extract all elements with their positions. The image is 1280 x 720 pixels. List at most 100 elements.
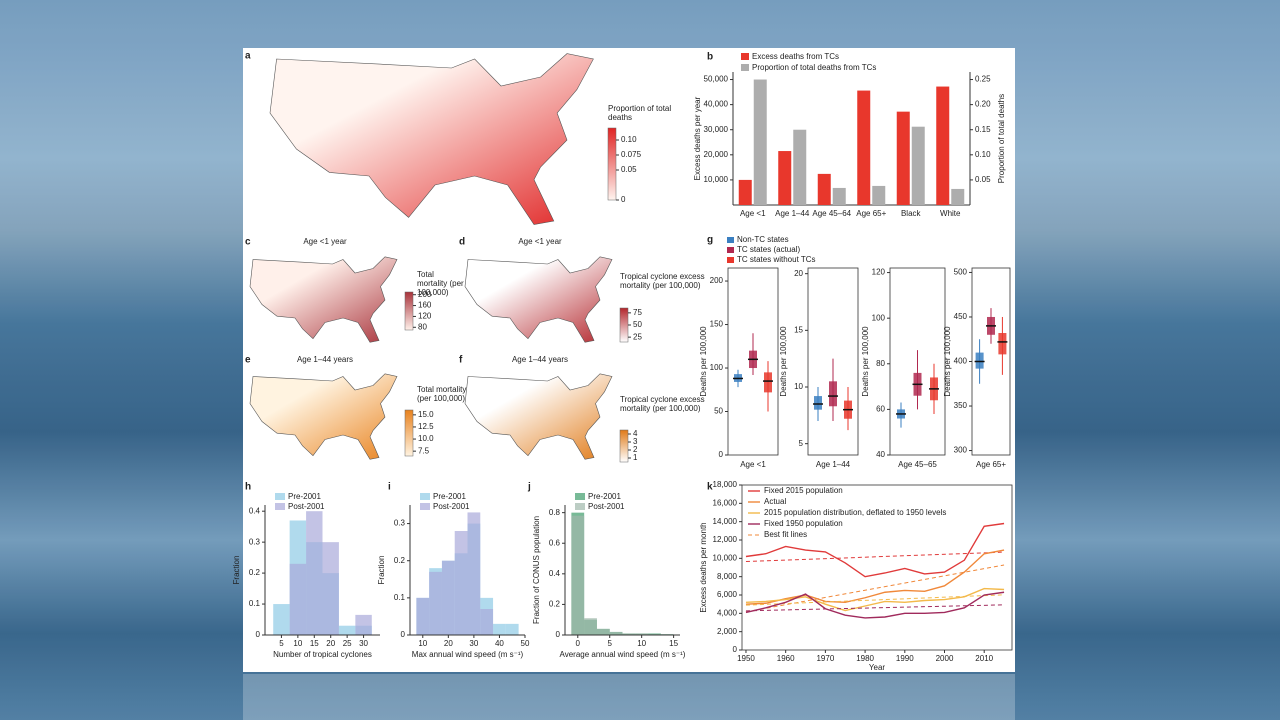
- line: [745, 587, 1005, 612]
- y-tick-label: 0: [556, 630, 561, 639]
- colorbar: [619, 429, 629, 463]
- bar: [832, 187, 846, 205]
- y-tick-label: 350: [954, 401, 968, 410]
- y2-tick-label: 200: [418, 290, 432, 299]
- y-tick-label: 20: [794, 269, 803, 278]
- x-tick-label: 10: [637, 639, 646, 648]
- y-axis-label: Excess deaths per month: [699, 522, 708, 612]
- legend-title-box: Proportion of total deaths: [608, 104, 672, 122]
- histogram-bar: [609, 631, 623, 635]
- plot-frame: [727, 267, 779, 456]
- legend-title: Proportion of total deaths: [608, 104, 672, 122]
- y2-tick-label: 1: [633, 453, 638, 462]
- legend-swatch: [727, 247, 734, 253]
- y-tick-label: 30,000: [704, 125, 729, 134]
- y2-tick-label: 0.20: [975, 100, 991, 109]
- x-tick-label: 50: [521, 639, 530, 648]
- x-tick-label: Age 1–44: [775, 209, 810, 218]
- legend-label: Post-2001: [588, 502, 625, 511]
- bar: [857, 90, 871, 205]
- legend-swatch: [741, 64, 749, 71]
- y-tick-label: 100: [872, 313, 886, 322]
- legend-label: Fixed 2015 population: [764, 486, 843, 495]
- bar: [793, 129, 807, 205]
- box: [998, 333, 1007, 355]
- colorbar: [404, 291, 414, 331]
- y-tick-label: 8,000: [717, 572, 738, 581]
- x-tick-label: 1970: [816, 654, 834, 663]
- legend-label: Proportion of total deaths from TCs: [752, 63, 876, 72]
- y-tick-label: 450: [954, 312, 968, 321]
- colorbar: [404, 409, 414, 457]
- x-tick-label: 5: [279, 639, 284, 648]
- y-axis-label: Deaths per 100,000: [861, 326, 870, 397]
- panel-letter: g: [707, 235, 713, 246]
- histogram-bar: [480, 609, 494, 635]
- x-tick-label: 5: [607, 639, 612, 648]
- histogram-bar: [584, 618, 597, 635]
- us-map: [464, 373, 613, 460]
- legend-swatch: [741, 53, 749, 60]
- histogram-bar: [289, 563, 307, 635]
- legend-title: Tropical cyclone excess mortality (per 1…: [620, 272, 705, 290]
- bar: [911, 126, 925, 205]
- y-axis-label: Fraction of CONUS population: [532, 516, 541, 624]
- histogram-bar: [429, 571, 442, 635]
- y-tick-label: 40,000: [704, 100, 729, 109]
- y-tick-label: 0.4: [249, 506, 261, 515]
- bar: [738, 179, 752, 205]
- y-tick-label: 100: [710, 363, 724, 372]
- y-tick-label: 16,000: [713, 498, 738, 507]
- legend-label: TC states (actual): [737, 245, 800, 254]
- y-tick-label: 60: [876, 404, 885, 413]
- bar: [872, 185, 886, 205]
- box: [764, 372, 772, 393]
- y2-tick-label: 25: [633, 332, 642, 341]
- legend-label: Post-2001: [288, 502, 325, 511]
- y-tick-label: 0.4: [549, 569, 561, 578]
- x-tick-label: 10: [418, 639, 427, 648]
- x-tick-label: 15: [310, 639, 319, 648]
- y-tick-label: 18,000: [713, 480, 738, 489]
- fit-line: [745, 594, 1005, 606]
- legend-title-box: Tropical cyclone excess mortality (per 1…: [620, 395, 705, 413]
- x-tick-label: 1990: [896, 654, 914, 663]
- us-map: [464, 256, 613, 343]
- y2-tick-label: 120: [418, 312, 432, 321]
- y-tick-label: 10,000: [704, 175, 729, 184]
- colorbar: [607, 127, 617, 201]
- colorbar: [619, 307, 629, 343]
- histogram-bar: [441, 560, 455, 635]
- legend-title-box: Total mortality (per 100,000): [417, 385, 466, 403]
- panel-letter: f: [459, 355, 463, 366]
- legend-label: Best fit lines: [764, 530, 807, 539]
- x-tick-label: 0: [576, 639, 581, 648]
- x-tick-label: 2000: [936, 654, 954, 663]
- x-tick-label: 40: [495, 639, 504, 648]
- panel-letter: k: [707, 482, 713, 493]
- us-map: [249, 256, 398, 343]
- fit-line: [745, 604, 1005, 612]
- legend-swatch: [275, 493, 285, 500]
- y2-tick-label: 2: [633, 445, 638, 454]
- y2-tick-label: 3: [633, 437, 638, 446]
- y-tick-label: 0: [256, 630, 261, 639]
- y-tick-label: 150: [710, 320, 724, 329]
- y-tick-label: 0.3: [249, 537, 261, 546]
- line: [745, 549, 1005, 605]
- y-tick-label: 0: [719, 450, 724, 459]
- legend-swatch: [420, 503, 430, 510]
- bar: [896, 111, 910, 205]
- x-axis-label: Age 45–65: [898, 460, 937, 469]
- x-tick-label: 1960: [777, 654, 795, 663]
- histogram-bar: [322, 542, 339, 635]
- plot-frame: [807, 267, 859, 456]
- plot-frame: [741, 484, 1013, 651]
- legend-title: Total mortality (per 100,000): [417, 270, 464, 297]
- figure-reflection: [243, 674, 1015, 720]
- x-axis-label: Average annual wind speed (m s⁻¹): [560, 650, 686, 659]
- us-map: [249, 373, 398, 460]
- y-tick-label: 0.2: [249, 568, 261, 577]
- bar: [778, 151, 792, 205]
